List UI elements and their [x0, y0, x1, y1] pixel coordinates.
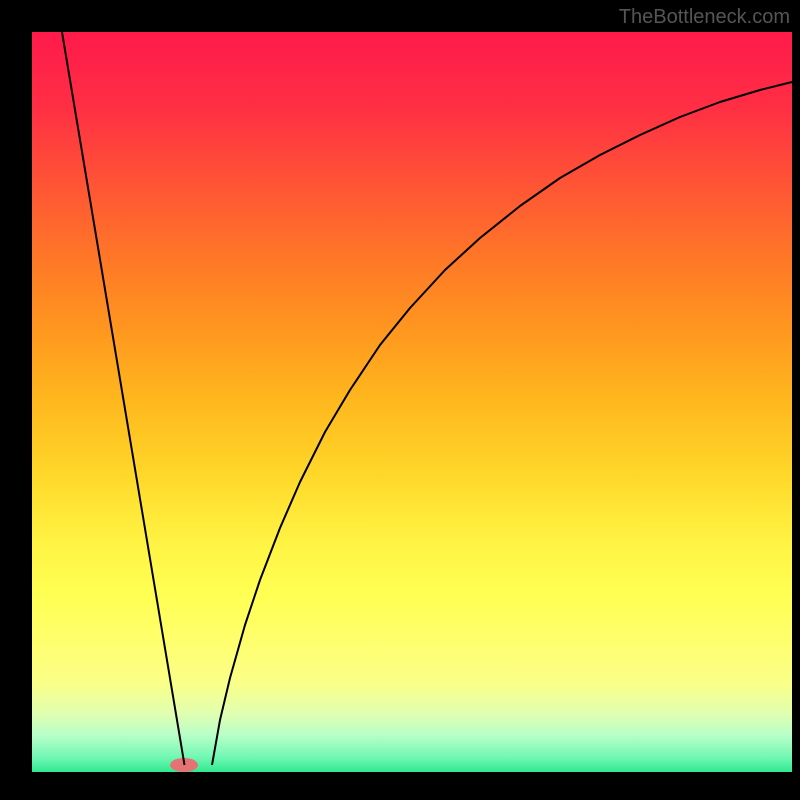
bottleneck-chart — [0, 0, 800, 800]
chart-container: TheBottleneck.com — [0, 0, 800, 800]
watermark-text: TheBottleneck.com — [619, 6, 790, 29]
